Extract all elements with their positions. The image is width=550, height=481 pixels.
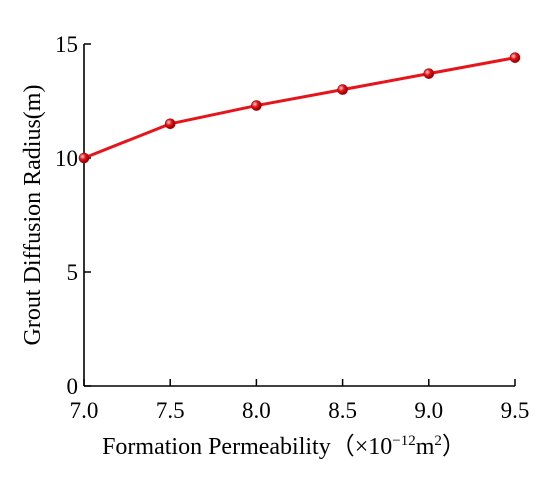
- x-tick-label: 8.5: [328, 398, 357, 423]
- data-point: [509, 52, 521, 63]
- x-tick-label: 7.5: [156, 398, 185, 423]
- x-axis-title: Formation Permeability（×10−12m2）: [102, 433, 466, 460]
- data-point: [78, 152, 90, 164]
- x-axis-title-unit-mid: m: [416, 434, 435, 460]
- x-tick-label: 9.0: [414, 398, 443, 423]
- y-ticks: 0 5 10 15: [55, 32, 91, 399]
- x-ticks: 7.0 7.5 8.0 8.5 9.0 9.5: [70, 379, 530, 423]
- data-point: [164, 118, 176, 130]
- x-tick-label: 7.0: [70, 398, 99, 423]
- series-group: [78, 52, 521, 164]
- x-axis-title-unit-close: ）: [442, 434, 466, 460]
- data-point: [251, 100, 262, 111]
- y-tick-label: 15: [55, 32, 78, 57]
- y-tick-label: 10: [55, 146, 78, 171]
- x-tick-label: 9.5: [501, 398, 530, 423]
- x-axis-title-unit-open: （×10: [331, 434, 393, 460]
- y-axis-title: Grout Diffusion Radius(m): [20, 85, 46, 346]
- data-point: [337, 84, 348, 95]
- series-line: [83, 56, 516, 160]
- y-tick-label: 5: [67, 260, 79, 285]
- x-axis-title-unit-exp2: 2: [434, 433, 442, 449]
- data-point: [423, 68, 435, 79]
- x-tick-label: 8.0: [242, 398, 271, 423]
- y-tick-label: 0: [67, 374, 79, 399]
- x-axis-title-main: Formation Permeability: [102, 434, 331, 460]
- x-axis-title-unit-exp: −12: [392, 433, 415, 449]
